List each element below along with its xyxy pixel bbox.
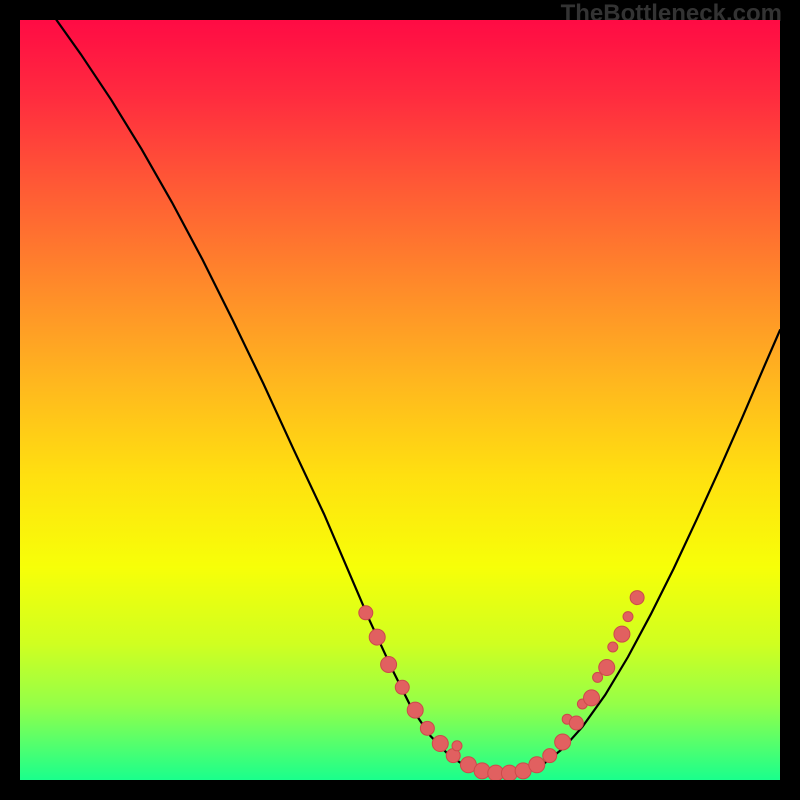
marker-point bbox=[432, 736, 448, 752]
plot-area bbox=[20, 20, 780, 780]
marker-point bbox=[381, 656, 397, 672]
marker-point bbox=[452, 741, 462, 751]
marker-point bbox=[407, 702, 423, 718]
marker-point bbox=[395, 680, 409, 694]
marker-point bbox=[608, 642, 618, 652]
chart-svg bbox=[20, 20, 780, 780]
gradient-background bbox=[20, 20, 780, 780]
marker-point bbox=[359, 606, 373, 620]
marker-point bbox=[569, 716, 583, 730]
marker-point bbox=[543, 749, 557, 763]
marker-point bbox=[614, 626, 630, 642]
marker-point bbox=[623, 612, 633, 622]
marker-point bbox=[593, 672, 603, 682]
marker-point bbox=[420, 721, 434, 735]
marker-point bbox=[599, 660, 615, 676]
marker-point bbox=[529, 757, 545, 773]
marker-point bbox=[555, 734, 571, 750]
chart-frame: TheBottleneck.com bbox=[0, 0, 800, 800]
marker-point bbox=[369, 629, 385, 645]
marker-point bbox=[630, 591, 644, 605]
marker-point bbox=[584, 690, 600, 706]
